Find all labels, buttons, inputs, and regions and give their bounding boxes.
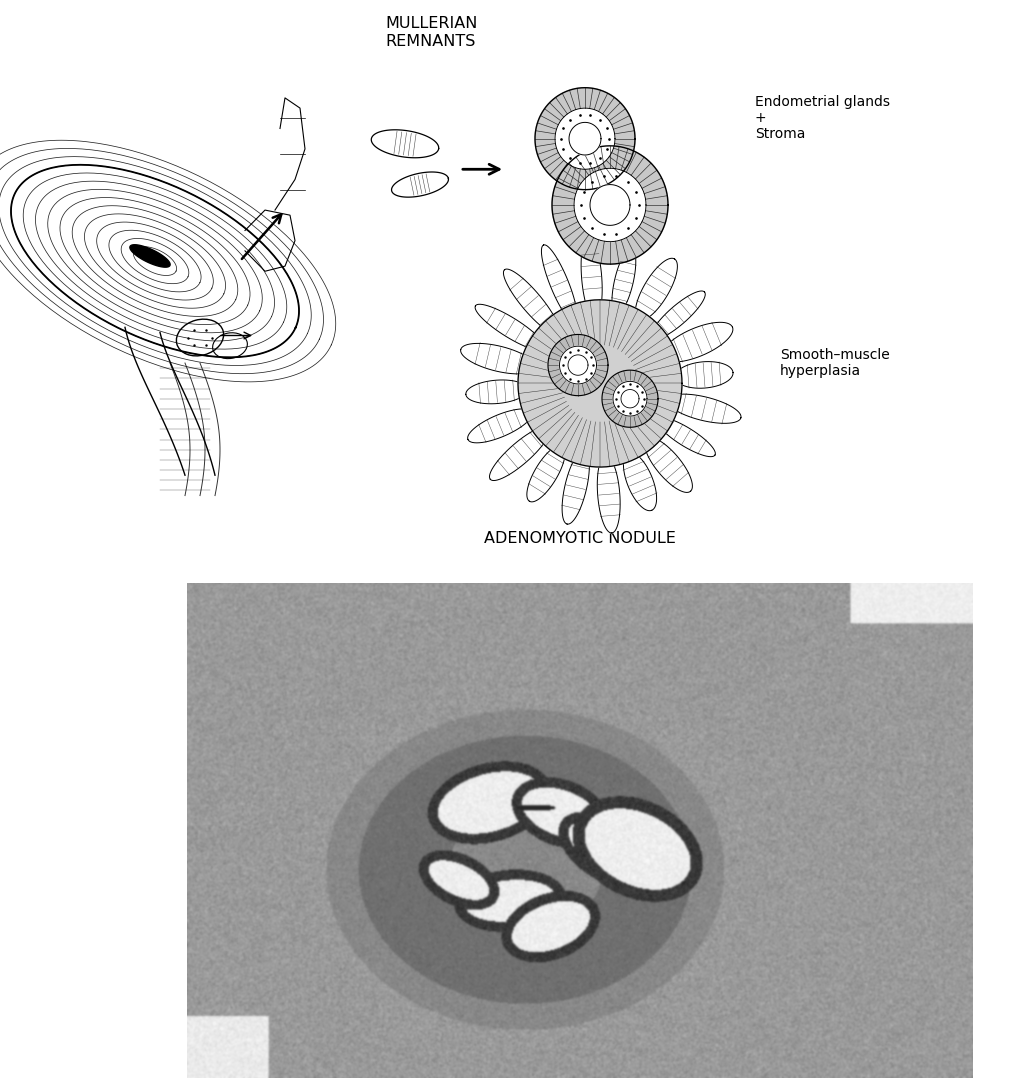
Polygon shape (503, 269, 559, 334)
Polygon shape (569, 122, 601, 155)
Polygon shape (598, 455, 620, 533)
Polygon shape (656, 417, 715, 456)
Polygon shape (527, 445, 565, 502)
Polygon shape (130, 245, 170, 267)
Text: ADENOMYOTIC NODULE: ADENOMYOTIC NODULE (484, 531, 676, 546)
Polygon shape (644, 438, 693, 492)
Polygon shape (675, 362, 733, 388)
Polygon shape (613, 381, 647, 416)
Polygon shape (548, 334, 608, 395)
Polygon shape (552, 146, 668, 265)
Polygon shape (581, 236, 602, 319)
Polygon shape (460, 241, 741, 526)
Polygon shape (489, 427, 550, 480)
Polygon shape (541, 245, 577, 322)
Polygon shape (555, 108, 615, 169)
Polygon shape (535, 88, 635, 189)
Polygon shape (475, 304, 545, 351)
Polygon shape (552, 146, 668, 265)
Polygon shape (602, 370, 658, 427)
Text: MULLERIAN
REMNANTS: MULLERIAN REMNANTS (385, 16, 477, 49)
Polygon shape (612, 248, 636, 315)
Polygon shape (466, 380, 528, 404)
Polygon shape (461, 343, 536, 374)
Text: Endometrial glands
+
Stroma: Endometrial glands + Stroma (755, 95, 890, 142)
Polygon shape (518, 299, 682, 467)
Polygon shape (372, 130, 439, 158)
Polygon shape (650, 291, 705, 340)
Polygon shape (535, 88, 635, 189)
Polygon shape (568, 355, 588, 376)
Polygon shape (468, 408, 532, 443)
Polygon shape (661, 322, 732, 362)
Polygon shape (635, 258, 678, 320)
Polygon shape (392, 172, 449, 197)
Text: Smooth–muscle
hyperplasia: Smooth–muscle hyperplasia (780, 347, 889, 378)
Polygon shape (574, 169, 646, 242)
Polygon shape (559, 346, 597, 384)
Polygon shape (623, 452, 656, 511)
Polygon shape (667, 394, 742, 424)
Polygon shape (562, 450, 590, 524)
Polygon shape (590, 184, 630, 225)
Polygon shape (621, 390, 639, 408)
